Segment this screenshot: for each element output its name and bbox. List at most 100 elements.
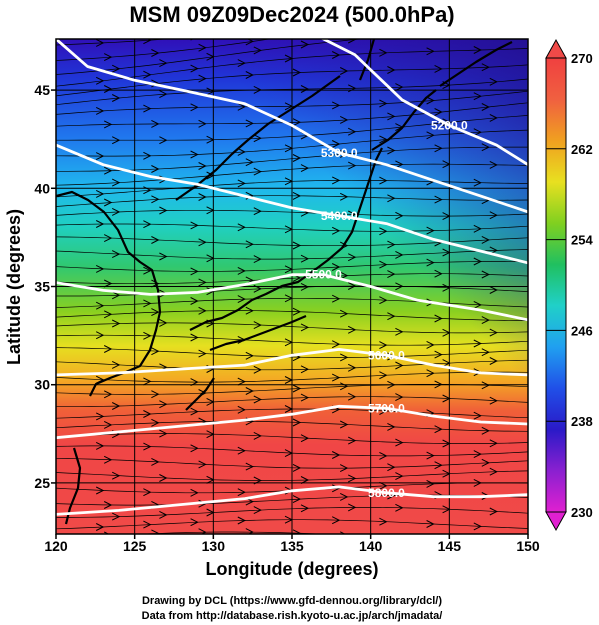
streamline-arrow xyxy=(111,471,121,480)
streamline-arrow xyxy=(395,123,404,132)
streamline-arrow xyxy=(143,104,152,113)
streamline-arrow xyxy=(473,128,482,137)
streamline-arrow xyxy=(111,136,121,145)
streamline-arrow xyxy=(111,64,121,73)
streamline-arrow xyxy=(473,300,482,309)
streamline-arrow xyxy=(143,331,152,340)
streamline-arrow xyxy=(253,46,262,55)
contour-label: 5500.0 xyxy=(305,268,342,282)
streamline-arrow xyxy=(159,252,168,261)
streamline-arrow xyxy=(103,279,113,288)
streamline-arrow xyxy=(292,68,302,77)
streamline-arrow xyxy=(489,507,498,516)
streamline-arrow xyxy=(111,207,121,216)
contour-line-5500.0 xyxy=(56,273,528,322)
streamline-arrow xyxy=(159,90,168,99)
x-tick-label: 135 xyxy=(280,538,304,554)
streamline-arrow xyxy=(434,350,443,359)
chart-title: MSM 09Z09Dec2024 (500.0hPa) xyxy=(129,2,454,27)
streamline-arrow xyxy=(111,250,121,259)
streamline-arrow xyxy=(434,269,443,278)
streamline-arrow xyxy=(347,325,357,334)
streamline-arrow xyxy=(300,504,310,513)
streamline-arrow xyxy=(434,108,443,116)
height-contours: 5200.0 5300.0 5400.0 5500.0 5600.0 5700.0 5800… xyxy=(56,39,528,516)
y-tick-label: 40 xyxy=(34,180,50,196)
streamline-arrow xyxy=(143,151,152,160)
credit-data: Data from http://database.rish.kyoto-u.a… xyxy=(142,610,443,622)
streamline-arrow xyxy=(387,240,396,249)
streamline-arrow xyxy=(434,314,443,323)
streamline-arrow xyxy=(395,250,404,259)
streamline-arrow xyxy=(95,152,105,161)
contour-label: 5200.0 xyxy=(431,118,468,132)
x-tick-label: 130 xyxy=(202,538,226,554)
streamline-arrow xyxy=(237,377,246,386)
streamline-arrow xyxy=(331,373,341,382)
streamline-arrow xyxy=(151,236,160,244)
streamline-arrow xyxy=(292,307,302,316)
streamline-arrow xyxy=(387,422,396,431)
colorbar-bottom-arrow xyxy=(545,511,567,532)
streamline-arrow xyxy=(395,361,404,370)
streamline-arrow xyxy=(473,411,482,420)
streamline-arrow xyxy=(111,94,121,102)
colorbar-tick-label: 254 xyxy=(571,233,593,248)
streamline-arrow xyxy=(426,520,435,528)
streamline-arrow xyxy=(95,220,105,228)
streamline-arrow xyxy=(347,84,357,93)
streamline-arrow xyxy=(379,176,388,185)
streamline-arrow xyxy=(151,79,160,88)
streamline-arrow xyxy=(331,101,341,110)
streamline-arrow xyxy=(159,206,168,215)
contour-line-5300.0 xyxy=(56,39,528,214)
streamline-arrow xyxy=(159,59,168,68)
colorbar-top-arrow xyxy=(545,38,567,59)
streamline-arrow xyxy=(347,363,357,372)
contour-line-5600.0 xyxy=(56,348,528,377)
streamline-arrow xyxy=(292,495,302,504)
streamline-arrow xyxy=(237,179,246,188)
streamline-arrow xyxy=(198,306,207,315)
streamline-arrow xyxy=(443,30,450,37)
streamline-arrow xyxy=(339,464,349,473)
colorbar-tick-label: 238 xyxy=(571,414,593,429)
streamline-arrow xyxy=(190,103,199,112)
streamline-arrow xyxy=(339,420,349,429)
streamline-arrow xyxy=(292,118,302,127)
x-tick-label: 150 xyxy=(516,538,540,554)
streamline-arrow xyxy=(95,106,105,115)
x-tick-label: 140 xyxy=(359,538,383,554)
streamline-arrow xyxy=(481,235,490,244)
streamline-arrow xyxy=(292,384,302,393)
streamline-arrow xyxy=(143,442,152,451)
streamline-arrow xyxy=(426,226,435,235)
streamline-arrow xyxy=(347,127,357,136)
streamline-arrow xyxy=(190,297,199,305)
streamline-arrow xyxy=(103,166,113,175)
streamline-arrow xyxy=(245,387,254,395)
kuril-coast xyxy=(439,41,513,87)
streamline-arrow xyxy=(103,455,113,464)
streamline-arrow xyxy=(395,39,397,40)
streamline-arrow xyxy=(253,321,262,330)
streamline-arrow xyxy=(253,134,262,143)
streamline-arrow xyxy=(237,147,246,156)
streamline-arrow xyxy=(143,410,152,418)
streamline-arrow xyxy=(253,431,262,440)
streamline-arrow xyxy=(245,462,254,471)
contour-label: 5600.0 xyxy=(368,348,405,362)
streamline-arrow xyxy=(426,369,435,378)
streamline-arrow xyxy=(339,382,349,391)
streamline-arrow xyxy=(245,351,254,360)
streamline-arrow xyxy=(111,319,121,328)
colorbar: 270 262 254 246 238 230 xyxy=(545,38,593,532)
streamline-arrow xyxy=(387,194,396,203)
y-tick-label: 30 xyxy=(34,377,50,393)
credit-drawing: Drawing by DCL (https://www.gfd-dennou.o… xyxy=(142,595,442,607)
streamline-arrow xyxy=(481,63,490,72)
streamline-arrow xyxy=(253,255,262,264)
streamline-arrow xyxy=(190,221,199,230)
streamline-arrow xyxy=(103,345,113,353)
streamline-arrow xyxy=(379,48,388,57)
